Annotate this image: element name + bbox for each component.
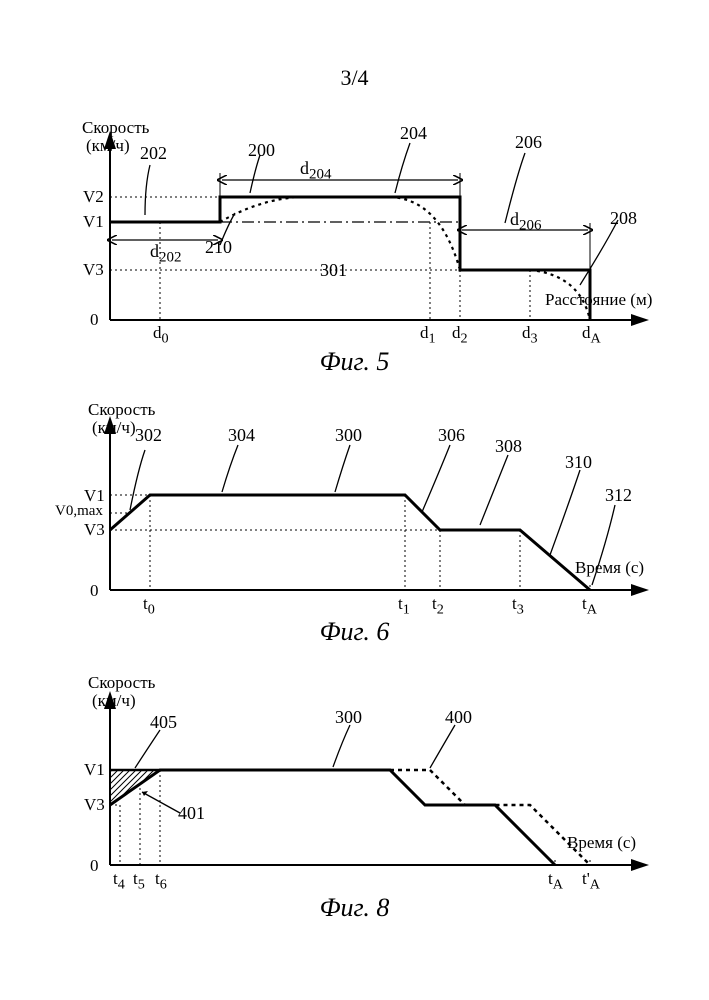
leader-304 bbox=[222, 445, 238, 492]
fig6-ann-306: 306 bbox=[438, 425, 465, 446]
fig5-caption: Фиг. 5 bbox=[320, 347, 390, 377]
fig6-v0max: V0,max bbox=[55, 503, 103, 520]
solid-300 bbox=[110, 770, 555, 865]
fig6-ann-300: 300 bbox=[335, 425, 362, 446]
fig5-dim-d206: d206 bbox=[510, 209, 542, 235]
fig8-v1: V1 bbox=[84, 760, 105, 780]
leader-405 bbox=[135, 730, 160, 768]
fig5-dim-d204: d204 bbox=[300, 158, 332, 184]
leader-300 bbox=[333, 725, 350, 767]
fig5-ylabel1: Скорость bbox=[82, 118, 149, 138]
fig6-t0: t0 bbox=[143, 594, 155, 618]
fig8-t5: t5 bbox=[133, 869, 145, 893]
fig5-d0: d0 bbox=[153, 323, 169, 347]
fig5-ylabel2: (км/ч) bbox=[86, 136, 130, 156]
fig6-caption: Фиг. 6 bbox=[320, 617, 390, 647]
fig6-ann-312: 312 bbox=[605, 485, 632, 506]
fig8-ylabel2: (км/ч) bbox=[92, 691, 136, 711]
fig6-ylabel1: Скорость bbox=[88, 400, 155, 420]
leader-204 bbox=[395, 143, 410, 193]
fig8-ann-300: 300 bbox=[335, 707, 362, 728]
fig5-ann-301: 301 bbox=[320, 260, 347, 281]
fig6-ylabel2: (км/ч) bbox=[92, 418, 136, 438]
fig6-t2: t2 bbox=[432, 594, 444, 618]
speed-profile bbox=[110, 495, 590, 590]
fig8-tAprime: t'A bbox=[582, 869, 600, 893]
dotted-400 bbox=[390, 770, 590, 865]
fig8-xlabel: Время (с) bbox=[567, 833, 636, 853]
gridlines bbox=[110, 495, 590, 590]
leader-400 bbox=[430, 725, 455, 768]
fig6-tA: tA bbox=[582, 594, 597, 618]
leader-306 bbox=[422, 445, 450, 512]
fig8-tA: tA bbox=[548, 869, 563, 893]
leader-401 bbox=[142, 792, 180, 813]
fig5-ann-202: 202 bbox=[140, 143, 167, 164]
fig6-ann-302: 302 bbox=[135, 425, 162, 446]
fig6-zero: 0 bbox=[90, 581, 99, 601]
fig5-d1: d1 bbox=[420, 323, 436, 347]
fig5-d3: d3 bbox=[522, 323, 538, 347]
fig5-xlabel: Расстояние (м) bbox=[545, 290, 652, 310]
fig6-v3: V3 bbox=[84, 520, 105, 540]
fig8-v3: V3 bbox=[84, 795, 105, 815]
fig5-ann-200: 200 bbox=[248, 140, 275, 161]
fig6-t3: t3 bbox=[512, 594, 524, 618]
fig5-dA: dA bbox=[582, 323, 601, 347]
fig8-t4: t4 bbox=[113, 869, 125, 893]
fig8-ann-405: 405 bbox=[150, 712, 177, 733]
leader-310 bbox=[550, 470, 580, 555]
fig8-t6: t6 bbox=[155, 869, 167, 893]
fig8-caption: Фиг. 8 bbox=[320, 893, 390, 923]
fig6-ann-304: 304 bbox=[228, 425, 255, 446]
leader-202 bbox=[145, 165, 150, 215]
fig5-dim-d202: d202 bbox=[150, 241, 182, 267]
fig6-xlabel: Время (с) bbox=[575, 558, 644, 578]
fig5-ann-204: 204 bbox=[400, 123, 427, 144]
fig6-ann-308: 308 bbox=[495, 436, 522, 457]
fig8-chart bbox=[50, 670, 670, 900]
fig5-v3: V3 bbox=[83, 260, 104, 280]
fig8-ann-401: 401 bbox=[178, 803, 205, 824]
fig5-ann-206: 206 bbox=[515, 132, 542, 153]
fig5-ann-210: 210 bbox=[205, 237, 232, 258]
fig6-t1: t1 bbox=[398, 594, 410, 618]
page-number: 3/4 bbox=[340, 65, 368, 91]
fig5-zero: 0 bbox=[90, 310, 99, 330]
fig8-ann-400: 400 bbox=[445, 707, 472, 728]
fig8-ylabel1: Скорость bbox=[88, 673, 155, 693]
fig5-d2: d2 bbox=[452, 323, 468, 347]
fig5-ann-208: 208 bbox=[610, 208, 637, 229]
fig8-zero: 0 bbox=[90, 856, 99, 876]
leader-308 bbox=[480, 455, 508, 525]
fig5-v2: V2 bbox=[83, 187, 104, 207]
fig5-v1: V1 bbox=[83, 212, 104, 232]
leader-300 bbox=[335, 445, 350, 492]
fig6-ann-310: 310 bbox=[565, 452, 592, 473]
